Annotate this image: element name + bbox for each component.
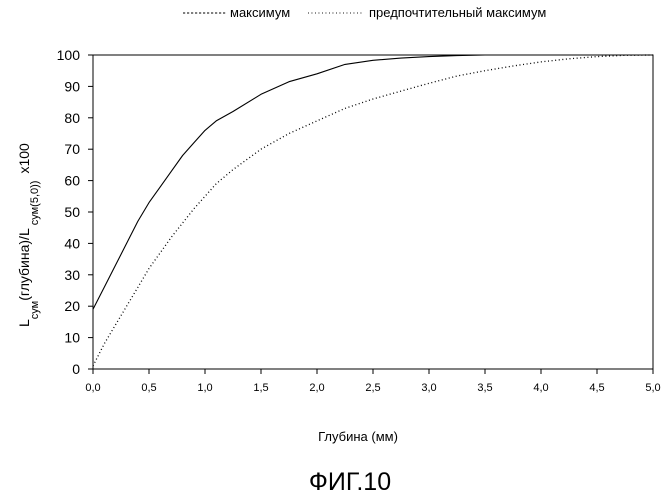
x-tick-label: 1,5 — [253, 382, 268, 394]
y-axis-label: Lсум(глубина)/L сум(5,0)) x100 — [16, 143, 41, 327]
x-tick-label: 0,0 — [85, 382, 100, 394]
series-layer — [93, 55, 653, 366]
y-tick-label: 90 — [64, 78, 80, 94]
legend-label-preferred-maximum: предпочтительный максимум — [369, 5, 546, 20]
y-axis-label-sub2: сум(5,0)) — [29, 181, 41, 226]
x-tick-label: 3,5 — [477, 382, 492, 394]
y-tick-label: 80 — [64, 110, 80, 126]
y-tick-label: 30 — [64, 267, 80, 283]
y-tick-label: 60 — [64, 173, 80, 189]
y-axis-label-mid: (глубина)/L — [16, 228, 32, 301]
y-axis-label-tail: x100 — [16, 143, 32, 174]
x-tick-label: 0,5 — [141, 382, 156, 394]
y-tick-label: 0 — [72, 361, 80, 377]
y-tick-label: 100 — [57, 47, 81, 63]
legend-label-maximum: максимум — [230, 5, 290, 20]
x-tick-label: 4,0 — [533, 382, 548, 394]
series-line-maximum — [93, 55, 653, 309]
y-tick-label: 70 — [64, 141, 80, 157]
y-axis-label-l1: L — [16, 319, 32, 327]
figure-caption: ФИГ.10 — [309, 468, 391, 496]
x-axis-label: Глубина (мм) — [318, 429, 398, 444]
series-line-preferred-maximum — [93, 55, 653, 366]
y-tick-label: 10 — [64, 330, 80, 346]
x-tick-label: 3,0 — [421, 382, 436, 394]
y-tick-label: 40 — [64, 235, 80, 251]
plot-frame — [93, 55, 653, 369]
y-tick-label: 50 — [64, 204, 80, 220]
y-axis-label-sub1: сум — [29, 301, 41, 319]
axes: 0 10 20 30 40 50 60 70 80 90 100 0,0 0,5 1,0 1,5 2,0 2,5… — [57, 47, 661, 394]
x-tick-label: 5,0 — [645, 382, 660, 394]
x-tick-label: 2,5 — [365, 382, 380, 394]
x-tick-label: 4,5 — [589, 382, 604, 394]
legend: максимум предпочтительный максимум — [183, 5, 546, 20]
y-tick-label: 20 — [64, 298, 80, 314]
x-tick-label: 1,0 — [197, 382, 212, 394]
x-tick-label: 2,0 — [309, 382, 324, 394]
